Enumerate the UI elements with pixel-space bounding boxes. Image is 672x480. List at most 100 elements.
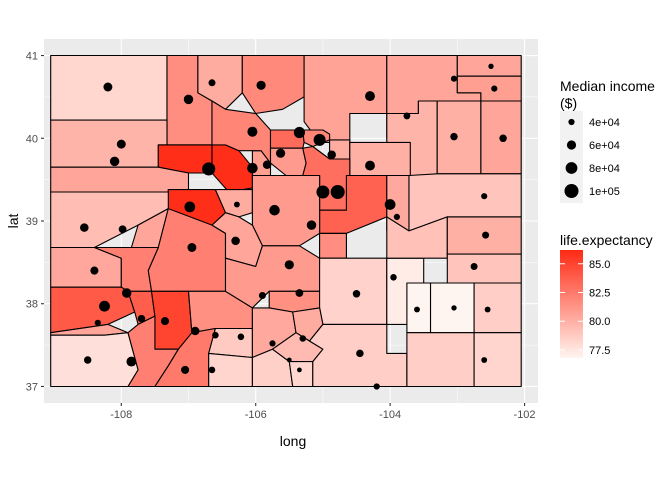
income-point-64 (481, 357, 488, 363)
size-legend-dot (564, 184, 579, 198)
county-64 (473, 332, 522, 388)
income-point-57 (393, 213, 400, 220)
y-tick-label: 40 (26, 133, 38, 145)
y-tick-label: 41 (26, 51, 38, 63)
income-point-43 (258, 291, 266, 300)
income-point-2 (208, 79, 216, 87)
colorbar-tick-label: 77.5 (589, 345, 610, 357)
income-point-13 (247, 162, 258, 174)
income-point-20 (365, 160, 375, 171)
income-point-12 (202, 162, 216, 176)
size-legend-title-line2: ($) (560, 95, 577, 111)
county-9 (436, 100, 482, 175)
income-point-30 (118, 225, 127, 234)
income-point-29 (80, 223, 89, 232)
county-11 (50, 119, 168, 168)
county-59 (446, 253, 522, 284)
income-point-36 (137, 314, 146, 323)
size-legend-dot (565, 162, 578, 174)
income-point-6 (488, 63, 494, 69)
colorbar-tick-label: 82.5 (589, 288, 610, 300)
size-legend-dot (568, 118, 575, 126)
income-point-22 (330, 185, 345, 199)
income-point-1 (183, 94, 194, 105)
income-point-62 (484, 306, 491, 313)
income-point-8 (403, 112, 411, 120)
income-point-38 (94, 319, 101, 326)
county-24 (50, 166, 190, 193)
income-point-14 (262, 160, 272, 169)
income-point-34 (121, 288, 132, 298)
income-point-63 (373, 383, 380, 390)
fill-legend-title: life.expectancy (560, 232, 653, 248)
income-point-7 (491, 85, 498, 92)
colorbar-tick-label: 80.0 (589, 316, 610, 328)
county-45 (319, 232, 347, 259)
y-tick-label: 39 (26, 216, 38, 228)
income-point-55 (390, 274, 397, 281)
income-point-18 (275, 148, 286, 158)
income-point-56 (481, 193, 488, 200)
income-point-61 (414, 306, 420, 313)
county-40 (50, 332, 139, 388)
income-point-9 (450, 132, 458, 141)
income-point-49 (299, 335, 307, 342)
x-tick-label: -104 (379, 409, 401, 421)
county-63 (406, 332, 475, 388)
income-point-21 (316, 185, 330, 199)
income-point-33 (90, 266, 99, 275)
county-53 (288, 361, 314, 388)
county-46 (319, 257, 388, 325)
income-point-42 (181, 365, 190, 374)
income-point-35 (99, 300, 110, 312)
y-tick-label: 37 (26, 381, 38, 393)
x-tick-label: -108 (110, 409, 132, 421)
size-legend: Median income ($) 4e+04 6e+04 8e+04 1e+05 (560, 78, 655, 203)
income-point-31 (187, 243, 197, 252)
income-point-25 (184, 201, 196, 213)
income-point-53 (297, 367, 302, 373)
income-point-46 (352, 290, 361, 298)
county-62 (473, 282, 522, 334)
income-point-47 (212, 331, 219, 339)
income-point-58 (482, 231, 490, 239)
size-legend-label: 4e+04 (589, 117, 620, 129)
fill-legend: life.expectancy 77.5 80.0 82.5 85.0 (560, 232, 653, 358)
income-point-17 (313, 133, 326, 146)
income-point-26 (233, 201, 240, 208)
income-point-51 (269, 340, 276, 347)
income-point-3 (256, 80, 266, 90)
income-point-10 (499, 134, 507, 143)
size-legend-title-line1: Median income (560, 78, 655, 94)
income-point-19 (327, 150, 336, 160)
income-point-41 (126, 356, 137, 367)
income-point-48 (237, 333, 245, 341)
income-point-5 (450, 75, 458, 82)
size-legend-label: 6e+04 (589, 140, 620, 152)
y-tick-label: 38 (26, 299, 38, 311)
income-point-24 (109, 156, 120, 167)
income-point-27 (269, 204, 280, 216)
income-point-37 (160, 317, 170, 326)
income-point-11 (116, 139, 126, 149)
income-point-32 (231, 236, 240, 246)
y-axis-ticks: 37 38 39 40 41 (26, 51, 44, 393)
x-tick-label: -102 (514, 409, 536, 421)
income-point-39 (190, 326, 200, 336)
x-axis-ticks: -108 -106 -104 -102 (110, 403, 536, 421)
income-point-44 (295, 289, 304, 297)
income-point-50 (208, 366, 216, 374)
income-point-54 (356, 349, 364, 358)
income-point-28 (306, 220, 317, 230)
county-27 (251, 174, 321, 247)
size-legend-label: 8e+04 (589, 163, 620, 175)
x-tick-label: -106 (245, 409, 267, 421)
income-point-59 (470, 262, 478, 271)
income-point-23 (384, 199, 396, 210)
income-point-40 (83, 356, 92, 364)
county-layer (50, 54, 522, 388)
income-point-0 (103, 82, 113, 92)
income-point-60 (451, 305, 457, 311)
county-26 (214, 189, 253, 218)
